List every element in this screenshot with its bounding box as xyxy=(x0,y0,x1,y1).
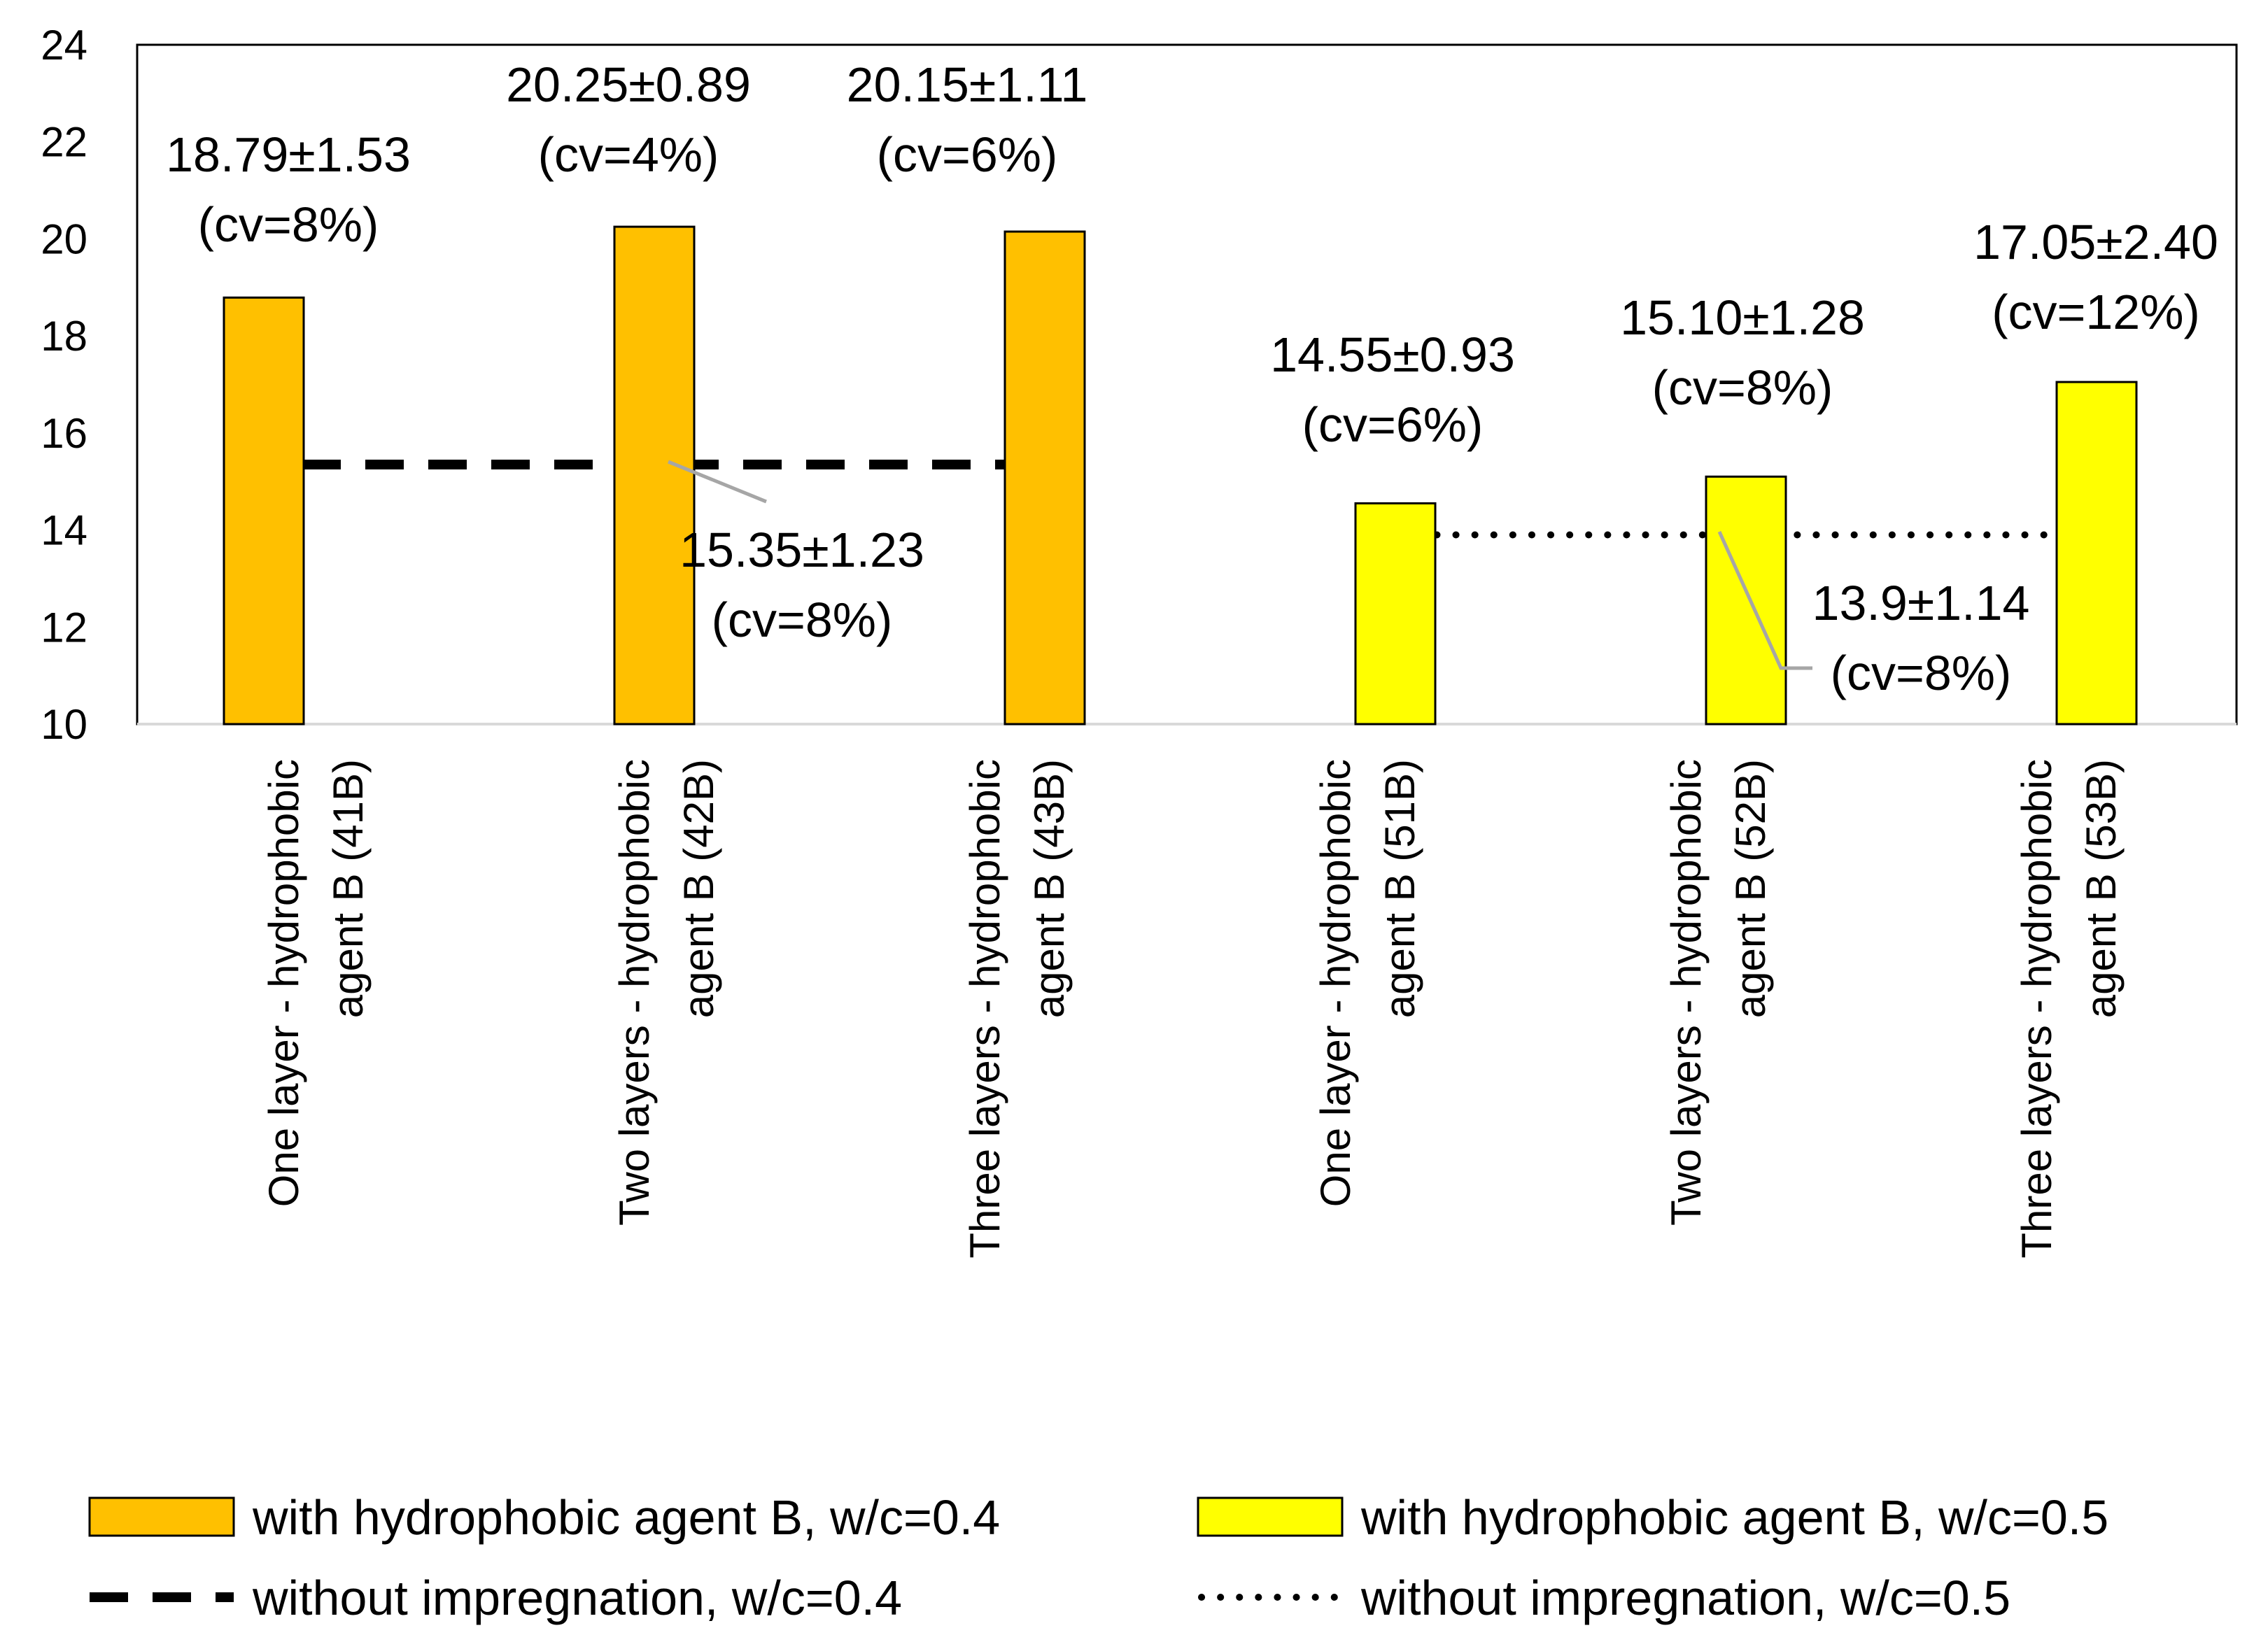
data-label: (cv=6%) xyxy=(1302,397,1484,452)
category-label-line: agent B (41B) xyxy=(325,759,372,1018)
data-labels: 18.79±1.53 (cv=8%) 20.25±0.89 (cv=4%) 20.15±… xyxy=(166,57,2218,700)
label-leader-lines xyxy=(668,460,1812,670)
bars xyxy=(223,225,2138,726)
category-label: One layer - hydrophobic agent B (51B) xyxy=(1312,759,1423,1207)
data-label: 17.05±2.40 xyxy=(1973,215,2218,269)
category-label-line: agent B (43B) xyxy=(1026,759,1073,1018)
category-label-line: agent B (51B) xyxy=(1376,759,1423,1018)
data-label: (cv=8%) xyxy=(1652,360,1833,415)
y-tick-label: 22 xyxy=(41,119,87,166)
data-label: 20.15±1.11 xyxy=(847,57,1088,112)
y-axis-ticks: 10 12 14 16 18 20 22 24 xyxy=(41,22,87,748)
leader-line xyxy=(1717,530,1812,670)
legend-swatch xyxy=(88,1496,235,1537)
legend-label: without impregnation, w/c=0.4 xyxy=(252,1571,902,1625)
y-tick-label: 16 xyxy=(41,410,87,457)
data-label: 14.55±0.93 xyxy=(1270,327,1515,382)
category-label-line: agent B (53B) xyxy=(2078,759,2125,1018)
data-label: 15.10±1.28 xyxy=(1620,290,1865,345)
category-label-line: One layer - hydrophobic xyxy=(1312,759,1359,1207)
category-label-line: Two layers - hydrophobic xyxy=(611,759,658,1226)
data-label: (cv=8%) xyxy=(1831,646,2012,700)
data-label: (cv=4%) xyxy=(538,127,719,182)
category-label-line: Three layers - hydrophobic xyxy=(2013,759,2060,1259)
legend-swatch xyxy=(1197,1496,1344,1537)
category-label-line: One layer - hydrophobic xyxy=(260,759,307,1207)
bar xyxy=(613,225,696,726)
legend: with hydrophobic agent B, w/c=0.4 with hy… xyxy=(88,1490,2108,1625)
bar xyxy=(1354,502,1437,726)
leader-line xyxy=(668,460,767,504)
y-tick-label: 24 xyxy=(41,22,87,69)
category-label: Two layers - hydrophobic agent B (42B) xyxy=(611,759,722,1226)
data-label: 15.35±1.23 xyxy=(679,523,924,577)
category-label-line: Two layers - hydrophobic xyxy=(1663,759,1710,1226)
data-label: (cv=6%) xyxy=(877,127,1058,182)
y-tick-label: 18 xyxy=(41,313,87,360)
bar xyxy=(2055,381,2138,726)
data-label: (cv=8%) xyxy=(198,197,379,252)
category-label: Three layers - hydrophobic agent B (53B) xyxy=(2013,759,2125,1259)
category-labels: One layer - hydrophobic agent B (41B) Two … xyxy=(260,759,2125,1259)
category-label: One layer - hydrophobic agent B (41B) xyxy=(260,759,372,1207)
data-label: (cv=8%) xyxy=(712,593,893,647)
reference-lines xyxy=(302,459,2061,539)
bar xyxy=(223,296,305,726)
category-label-line: Three layers - hydrophobic xyxy=(962,759,1008,1259)
category-label: Three layers - hydrophobic agent B (43B) xyxy=(962,759,1073,1259)
y-tick-label: 14 xyxy=(41,507,87,554)
legend-label: with hydrophobic agent B, w/c=0.4 xyxy=(252,1490,1000,1545)
y-tick-label: 10 xyxy=(41,701,87,748)
y-tick-label: 20 xyxy=(41,215,87,262)
category-label: Two layers - hydrophobic agent B (52B) xyxy=(1663,759,1774,1226)
data-label: 18.79±1.53 xyxy=(166,127,411,182)
data-label: (cv=12%) xyxy=(1992,285,2200,339)
bar xyxy=(1705,475,1787,726)
y-tick-label: 12 xyxy=(41,604,87,651)
bar xyxy=(1003,230,1086,726)
legend-label: without impregnation, w/c=0.5 xyxy=(1360,1571,2010,1625)
category-label-line: agent B (42B) xyxy=(675,759,722,1018)
data-label: 20.25±0.89 xyxy=(506,57,751,112)
data-label: 13.9±1.14 xyxy=(1812,576,2030,630)
category-label-line: agent B (52B) xyxy=(1727,759,1774,1018)
legend-label: with hydrophobic agent B, w/c=0.5 xyxy=(1360,1490,2108,1545)
